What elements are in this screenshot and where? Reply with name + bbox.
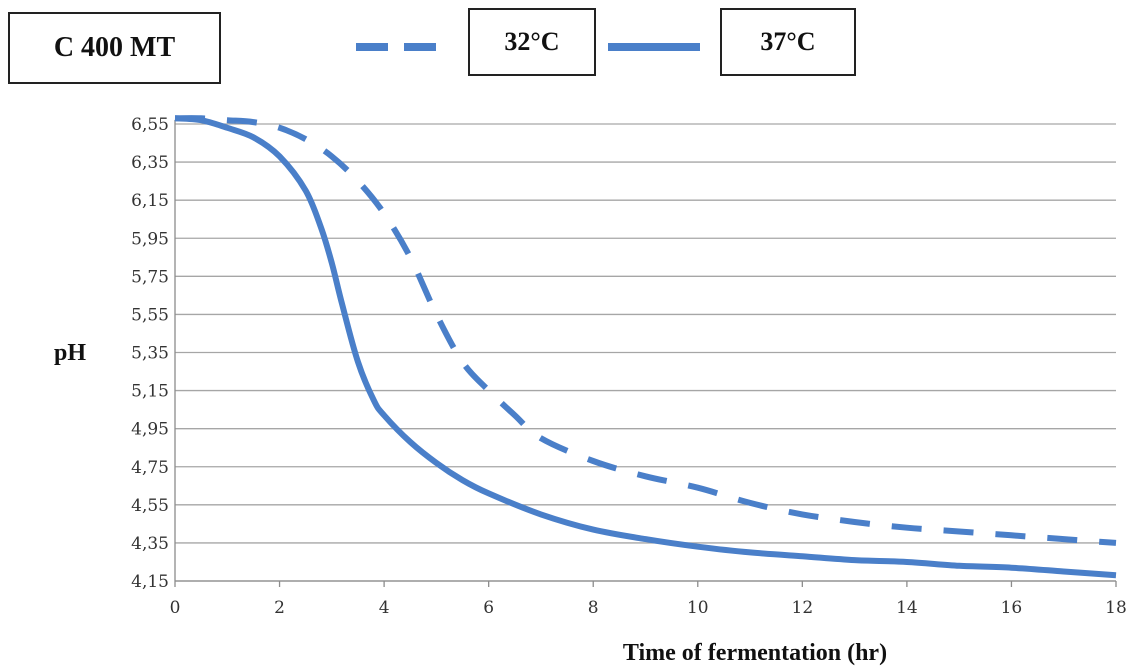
grid-lines xyxy=(175,123,1116,582)
series-line-37c xyxy=(174,115,1117,579)
legend-label-32c-box: 32°C xyxy=(468,8,596,76)
x-tick-label: 10 xyxy=(687,598,709,618)
y-tick-label: 4,35 xyxy=(131,534,169,554)
y-tick-label: 6,55 xyxy=(131,115,169,135)
y-tick-label: 4,55 xyxy=(131,496,169,516)
x-tick-label: 12 xyxy=(792,598,814,618)
x-tick-label: 16 xyxy=(1001,598,1023,618)
x-tick-label: 0 xyxy=(170,598,181,618)
x-tick-label: 6 xyxy=(483,598,494,618)
y-tick-label: 6,15 xyxy=(131,191,169,211)
x-tick-label: 2 xyxy=(274,598,285,618)
y-tick-label: 5,55 xyxy=(131,305,169,325)
y-tick-label: 5,15 xyxy=(131,382,169,402)
x-tick-label: 14 xyxy=(896,598,918,618)
chart-title: C 400 MT xyxy=(53,32,176,63)
y-tick-label: 4,75 xyxy=(131,458,169,478)
series-lines xyxy=(174,115,1117,579)
y-tick-label: 5,75 xyxy=(131,267,169,287)
x-axis-title: Time of fermentation (hr) xyxy=(623,640,887,666)
legend-label-37c: 37°C xyxy=(760,27,816,56)
legend-label-37c-box: 37°C xyxy=(720,8,856,76)
y-tick-labels: 4,15 4,35 4,55 4,75 4,95 5,15 5,35 5,55 5,75 5,95… xyxy=(131,115,169,592)
legend-label-32c: 32°C xyxy=(504,27,560,56)
y-tick-label: 6,35 xyxy=(131,153,169,173)
series-line-32c xyxy=(174,115,1117,546)
axes xyxy=(174,120,1116,582)
y-tick-label: 5,35 xyxy=(131,344,169,364)
x-tick-label: 4 xyxy=(379,598,390,618)
y-tick-label: 5,95 xyxy=(131,229,169,249)
x-tick-label: 8 xyxy=(588,598,599,618)
y-axis-title: pH xyxy=(54,340,86,366)
x-tick-label: 18 xyxy=(1105,598,1127,618)
chart-title-box: C 400 MT xyxy=(8,12,221,84)
y-tick-label: 4,15 xyxy=(131,572,169,592)
y-tick-label: 4,95 xyxy=(131,420,169,440)
x-tick-labels: 0 2 4 6 8 10 12 14 16 18 xyxy=(170,581,1127,618)
